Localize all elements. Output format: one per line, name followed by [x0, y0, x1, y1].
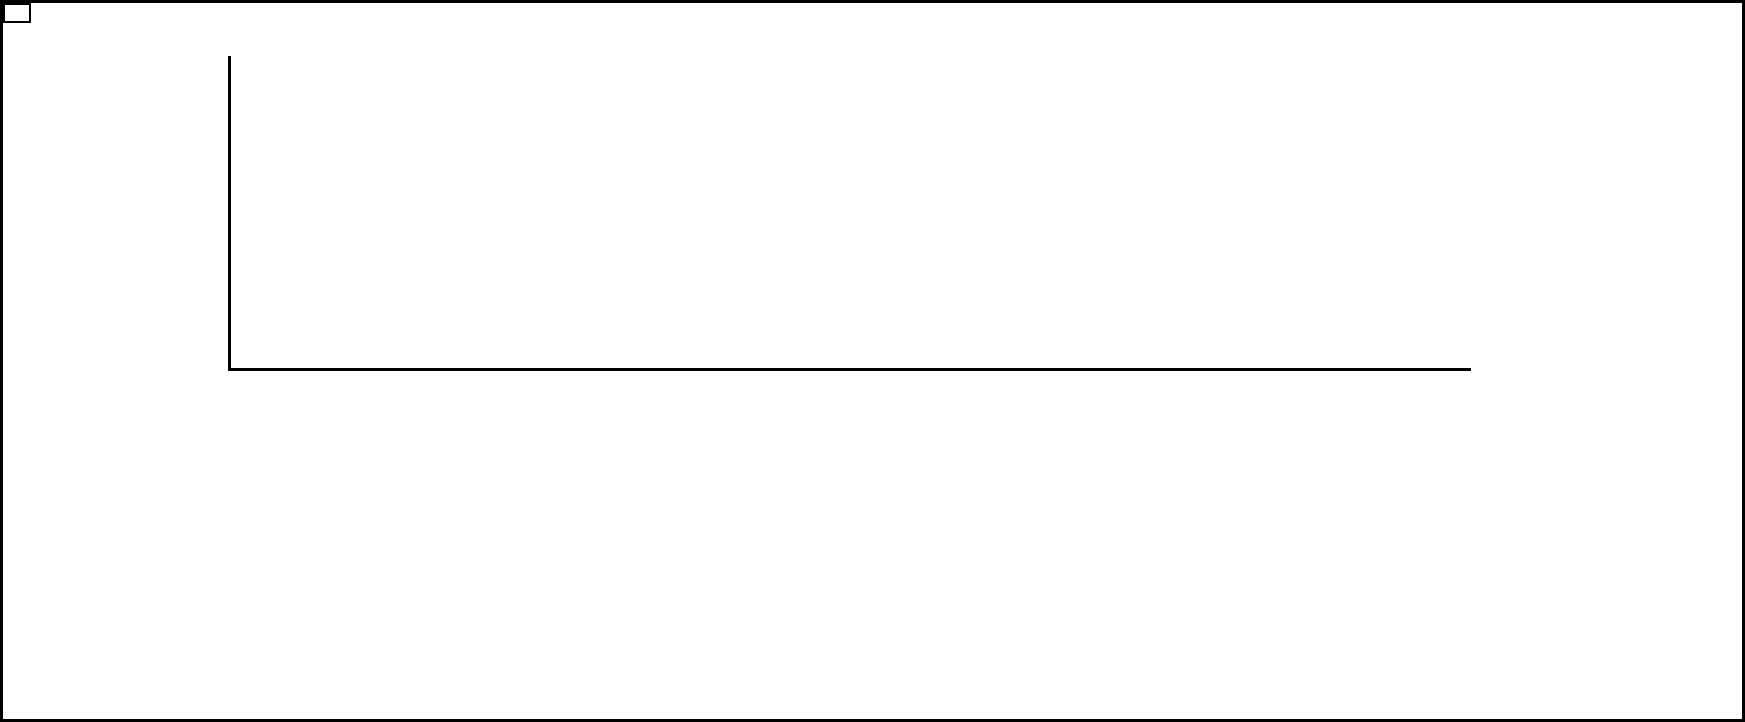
chart-container	[0, 0, 1745, 722]
plot-area	[228, 56, 1471, 371]
legend	[3, 3, 31, 23]
